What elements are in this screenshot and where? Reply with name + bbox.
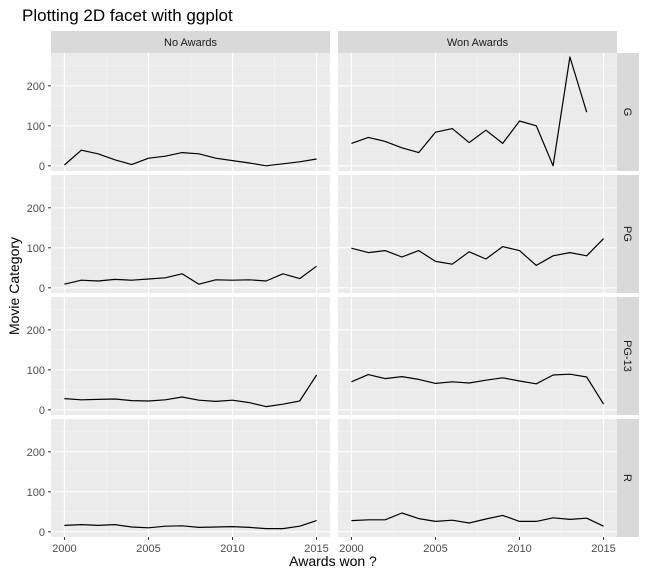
facet-strip-label: Won Awards — [447, 37, 509, 49]
chart-title: Plotting 2D facet with ggplot — [22, 6, 233, 25]
y-tick-label: 0 — [39, 405, 45, 417]
x-tick-label: 2015 — [304, 543, 328, 555]
facet-strip-label: PG — [621, 226, 633, 242]
x-tick-label: 2005 — [136, 543, 160, 555]
series-line-pg-won-awards — [351, 238, 605, 266]
facet-strip-label: R — [621, 474, 633, 482]
x-tick-label: 2000 — [339, 543, 363, 555]
series-line-pg-no-awards — [64, 265, 317, 285]
facet-strip-col — [51, 31, 330, 53]
series-line-pg-13-won-awards — [351, 373, 605, 405]
facet-strip-label: PG-13 — [621, 340, 633, 372]
y-tick-label: 0 — [39, 161, 45, 173]
y-tick-label: 200 — [27, 447, 45, 459]
y-tick-label: 100 — [27, 365, 45, 377]
y-tick-label: 200 — [27, 81, 45, 93]
x-axis-title: Awards won ? — [289, 553, 377, 569]
y-tick-label: 100 — [27, 121, 45, 133]
series-line-r-no-awards — [64, 520, 317, 530]
series-line-g-no-awards — [64, 149, 317, 167]
x-tick-label: 2010 — [220, 543, 244, 555]
x-tick-label: 2000 — [52, 543, 76, 555]
y-tick-label: 100 — [27, 243, 45, 255]
y-axis-title: Movie Category — [6, 237, 22, 335]
facet-strip-row — [617, 297, 639, 415]
y-tick-label: 200 — [27, 325, 45, 337]
facet-strip-label: G — [621, 108, 633, 117]
x-tick-label: 2005 — [423, 543, 447, 555]
series-line-r-won-awards — [351, 512, 604, 527]
x-tick-label: 2015 — [591, 543, 615, 555]
facet-strip-row — [617, 419, 639, 537]
series-line-pg-13-no-awards — [64, 374, 318, 408]
facet-strip-col — [338, 31, 617, 53]
y-tick-label: 200 — [27, 203, 45, 215]
facet-strip-label: No Awards — [164, 37, 217, 49]
y-tick-label: 100 — [27, 487, 45, 499]
facet-grid: No Awards Won AwardsGPGPG-13R010020001002… — [27, 31, 639, 555]
series-line-g-won-awards — [351, 56, 588, 167]
x-tick-label: 2010 — [507, 543, 531, 555]
facet-strip-row — [617, 53, 639, 171]
y-tick-label: 0 — [39, 283, 45, 295]
y-tick-label: 0 — [39, 527, 45, 539]
facet-strip-row — [617, 175, 639, 293]
